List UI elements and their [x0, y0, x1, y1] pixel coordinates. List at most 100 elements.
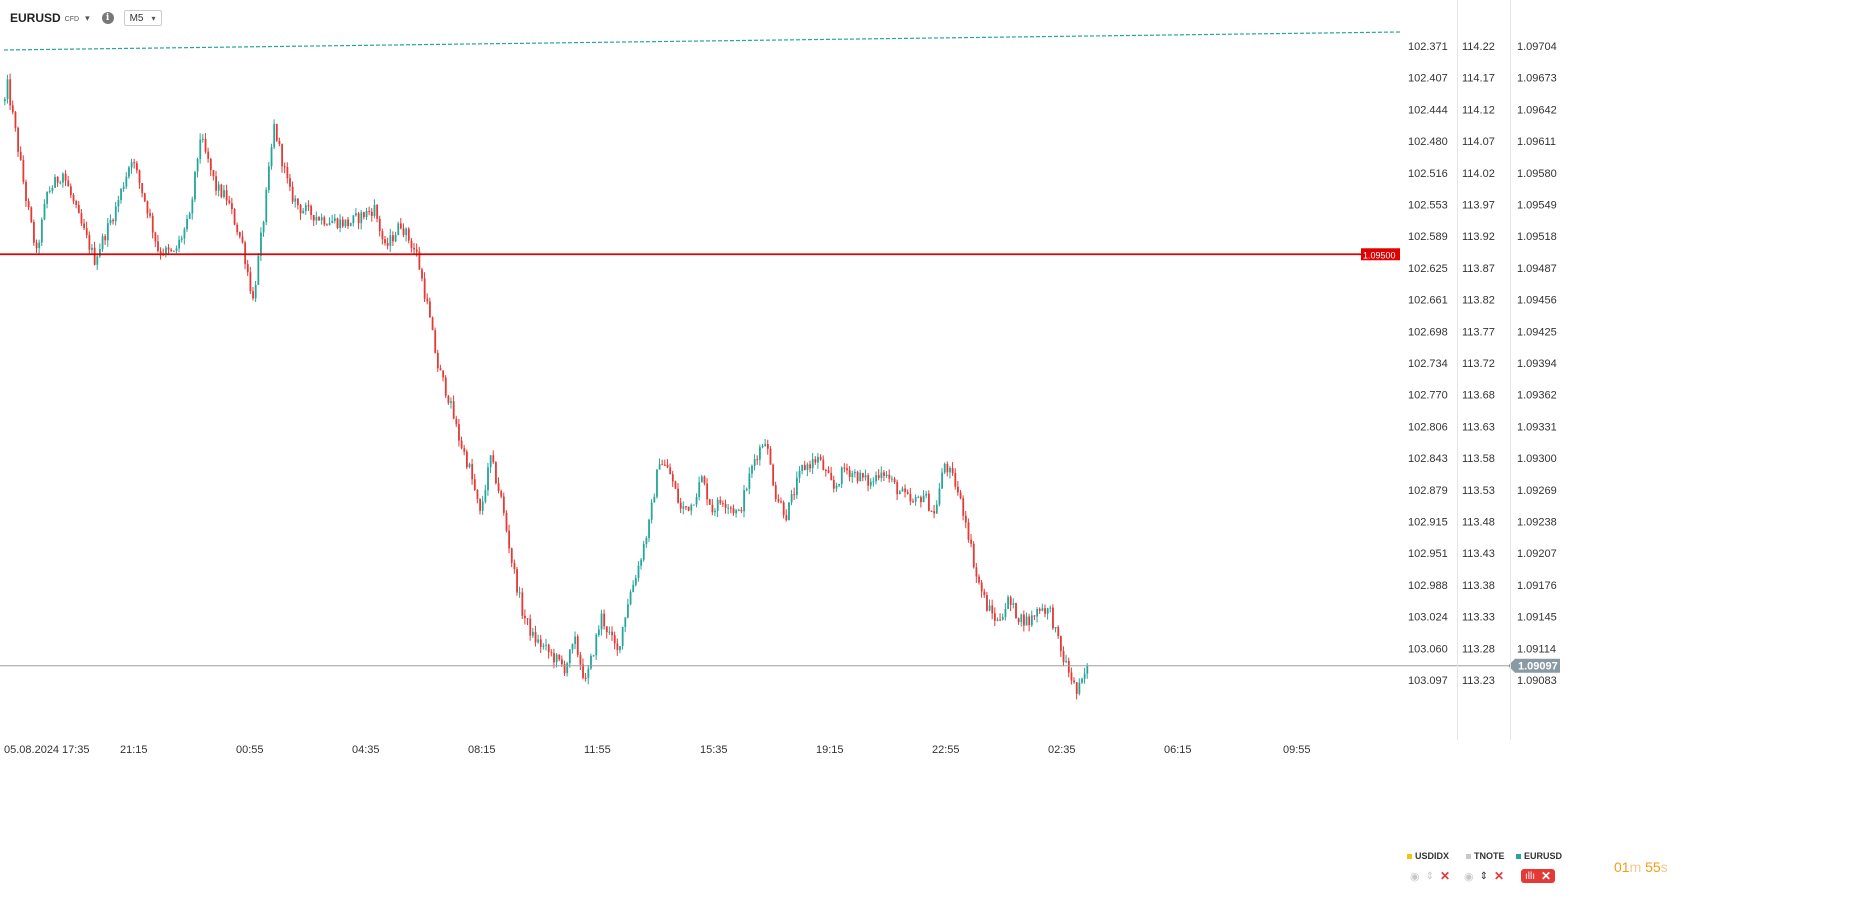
- candle-body: [793, 494, 796, 496]
- candle-body: [500, 491, 503, 497]
- close-icon[interactable]: ✕: [1494, 869, 1505, 883]
- candle-body: [83, 223, 85, 229]
- candle-body: [302, 210, 305, 214]
- close-icon[interactable]: ✕: [1440, 869, 1451, 883]
- candle-body: [946, 463, 949, 473]
- candle-body: [38, 242, 41, 249]
- eye-icon[interactable]: ◉: [1464, 870, 1474, 883]
- candle-body: [695, 497, 698, 505]
- candle-body: [978, 576, 980, 583]
- candle-body: [600, 613, 603, 630]
- candle-body: [994, 613, 996, 621]
- candle-body: [809, 464, 811, 469]
- candle-body: [434, 330, 437, 353]
- candle-body: [402, 228, 405, 236]
- candle-body: [331, 220, 334, 223]
- candle-body: [582, 664, 584, 678]
- candle-body: [885, 474, 888, 476]
- candle-body: [101, 236, 104, 250]
- legend-eurusd-label: EURUSD: [1524, 851, 1563, 861]
- candle-body: [471, 464, 474, 480]
- candle-body: [143, 193, 146, 202]
- tnote-tick-label: 113.43: [1462, 548, 1495, 560]
- candle-body: [1062, 651, 1065, 663]
- eurusd-tick-label: 1.09642: [1517, 104, 1557, 116]
- candle-body: [109, 219, 112, 224]
- move-axis-icon[interactable]: ⇕: [1425, 870, 1434, 882]
- candle-body: [43, 203, 46, 220]
- candle-body: [568, 649, 571, 664]
- legend-usdidx-label: USDIDX: [1415, 851, 1450, 861]
- candle-body: [30, 207, 33, 223]
- candle-body: [827, 470, 830, 473]
- candle-body: [373, 204, 376, 216]
- candle-body: [93, 247, 96, 265]
- candle-body: [1065, 661, 1068, 663]
- candle-body: [825, 470, 827, 472]
- candle-body: [476, 489, 479, 500]
- candle-body: [270, 147, 273, 167]
- close-icon[interactable]: ✕: [1541, 869, 1552, 883]
- candle-body: [283, 166, 286, 168]
- candle-body: [629, 592, 632, 605]
- candle-body: [505, 512, 508, 531]
- candle-body: [133, 162, 136, 164]
- candle-body: [875, 475, 877, 482]
- eurusd-tick-label: 1.09580: [1517, 168, 1557, 180]
- candle-body: [671, 474, 674, 482]
- candle-body: [838, 483, 841, 486]
- candle-body: [365, 210, 368, 218]
- symbol-label[interactable]: EURUSD: [10, 11, 61, 25]
- candle-body: [56, 177, 59, 183]
- candle-body: [898, 491, 901, 495]
- candle-body: [774, 485, 777, 500]
- candle-body: [1054, 627, 1057, 629]
- candle-body: [310, 205, 313, 216]
- candle-body: [154, 232, 157, 242]
- candle-body: [260, 232, 262, 256]
- usdidx-tick-label: 102.770: [1408, 390, 1448, 402]
- candle-body: [421, 269, 423, 279]
- candle-body: [120, 188, 122, 200]
- candle-body: [1073, 680, 1075, 683]
- move-axis-icon[interactable]: ⇕: [1479, 870, 1488, 882]
- candle-body: [297, 198, 299, 205]
- price-level-tag[interactable]: [1361, 248, 1400, 261]
- candle-body: [859, 472, 862, 482]
- legend-usdidx: USDIDX: [1407, 851, 1449, 861]
- candle-body: [751, 465, 753, 474]
- candle-body: [534, 632, 537, 643]
- candle-body: [96, 256, 99, 265]
- candle-body: [495, 462, 497, 484]
- candle-body: [157, 241, 159, 252]
- candle-body: [220, 184, 223, 197]
- candle-body: [72, 194, 75, 202]
- candle-body: [1078, 682, 1081, 694]
- candle-body: [685, 506, 687, 508]
- tnote-tick-label: 113.92: [1462, 231, 1495, 243]
- candle-body: [236, 224, 239, 233]
- usdidx-tick-label: 102.879: [1408, 485, 1448, 497]
- candle-body: [14, 112, 17, 128]
- timeframe-select[interactable]: M5 ▾: [123, 10, 162, 26]
- candle-body: [999, 619, 1002, 621]
- candle-body: [603, 613, 606, 627]
- symbol-dropdown-icon[interactable]: ▾: [85, 12, 90, 23]
- candles-icon[interactable]: ıllı: [1525, 870, 1535, 882]
- candle-body: [708, 499, 711, 505]
- candle-body: [632, 584, 635, 593]
- candle-body: [830, 472, 833, 480]
- candle-body: [117, 199, 120, 207]
- x-tick-label: 00:55: [236, 744, 264, 756]
- candle-body: [640, 559, 643, 566]
- info-icon[interactable]: i: [101, 12, 114, 24]
- eurusd-active-controls[interactable]: ıllı ✕: [1521, 869, 1556, 883]
- candle-body: [716, 499, 719, 511]
- candle-body: [510, 548, 513, 563]
- candle-body: [278, 140, 281, 145]
- countdown-seconds-unit: s: [1660, 859, 1668, 875]
- candle-body: [175, 248, 178, 251]
- candle-body: [666, 465, 669, 468]
- eye-icon[interactable]: ◉: [1410, 870, 1420, 883]
